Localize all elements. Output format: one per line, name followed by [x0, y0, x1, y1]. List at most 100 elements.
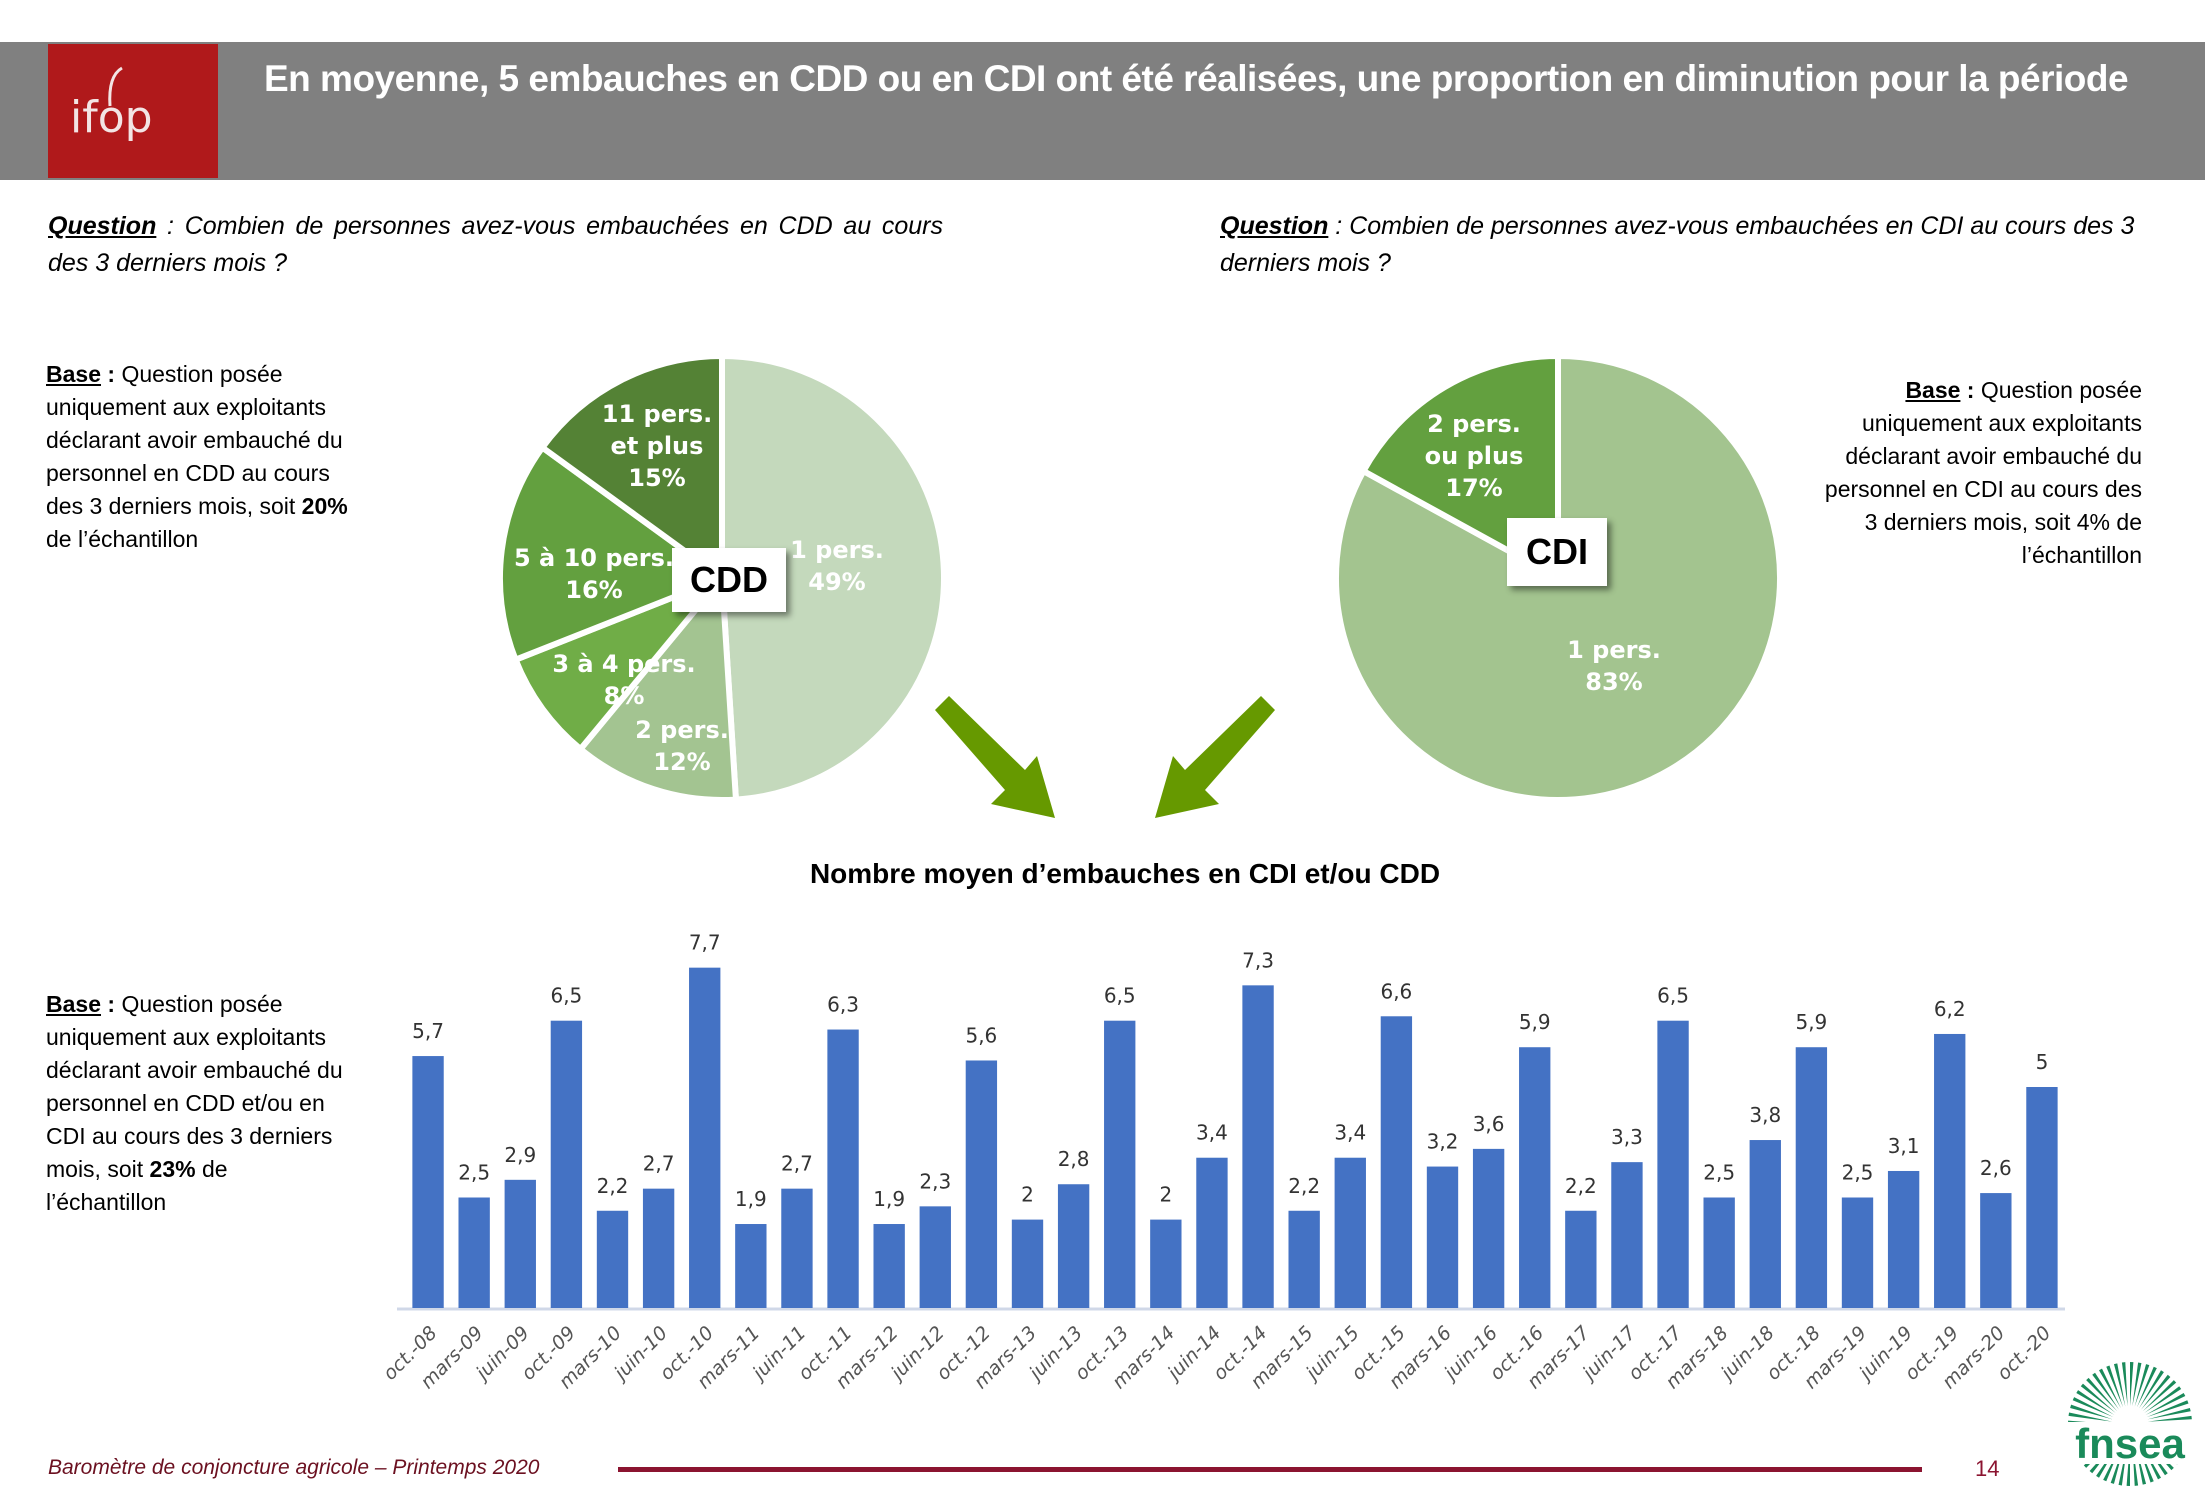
bar: [412, 1056, 444, 1308]
x-tick-label: mars-11: [693, 1322, 764, 1393]
x-tick-label: mars-17: [1523, 1322, 1594, 1393]
bar: [458, 1197, 490, 1308]
bar-value-label: 1,9: [735, 1187, 767, 1211]
bar: [1288, 1210, 1320, 1308]
bar-value-label: 2,5: [1703, 1161, 1735, 1185]
cdd-label-text: et plus: [611, 432, 704, 460]
bar-value-label: 2,3: [919, 1169, 951, 1193]
bar: [1242, 985, 1274, 1308]
bar-value-label: 6,5: [1657, 984, 1689, 1008]
x-tick-label: oct.-11: [794, 1322, 857, 1385]
x-tick-label: juin-15: [1300, 1322, 1364, 1386]
fnsea-ray: [2134, 1364, 2150, 1407]
x-tick-label: juin-18: [1715, 1322, 1779, 1386]
x-tick-label: juin-11: [746, 1322, 810, 1386]
base-text: Question posée uniquement aux exploitant…: [1824, 377, 2142, 535]
bar-value-label: 2,8: [1058, 1147, 1090, 1171]
fnsea-ray: [2142, 1380, 2177, 1412]
fnsea-ray: [2092, 1372, 2120, 1410]
question-cdd: Question : Combien de personnes avez-vou…: [48, 208, 943, 282]
base-text-end: de l’échantillon: [46, 1156, 228, 1215]
bar-value-label: 3,2: [1427, 1130, 1459, 1154]
footer-text: Baromètre de conjoncture agricole – Prin…: [48, 1456, 540, 1479]
cdi-slice-label: 1 pers. 83%: [1567, 636, 1661, 696]
cdd-label-text: 49%: [808, 568, 865, 596]
cdd-label-text: 1 pers.: [790, 536, 884, 564]
cdd-slice-label: 2 pers. 12%: [635, 716, 729, 776]
cdd-slice: [497, 443, 729, 664]
bar: [2026, 1087, 2058, 1308]
bar: [550, 1020, 583, 1308]
x-tick-label: oct.-12: [932, 1322, 995, 1385]
bar: [504, 1179, 536, 1308]
fnsea-ray: [2146, 1400, 2189, 1418]
bar-value-label: 6,5: [1104, 984, 1136, 1008]
pie-center-label-cdi: CDI: [1507, 518, 1607, 586]
bar: [1565, 1210, 1597, 1308]
cdi-label-text: 1 pers.: [1567, 636, 1661, 664]
page-title: En moyenne, 5 embauches en CDD ou en CDI…: [264, 58, 2129, 99]
fnsea-ray: [2070, 1404, 2113, 1420]
base-note-bars: Base : Question posée uniquement aux exp…: [46, 988, 346, 1219]
bar-value-label: 6,2: [1934, 997, 1966, 1021]
x-tick-label: juin-13: [1023, 1322, 1087, 1386]
cdd-label-text: 16%: [565, 576, 622, 604]
x-tick-label: oct.-18: [1762, 1322, 1825, 1385]
x-tick-label: oct.-14: [1209, 1322, 1272, 1385]
cdd-label-text: 5 à 10 pers.: [514, 544, 674, 572]
cdd-slice-label: 1 pers. 49%: [790, 536, 884, 596]
x-tick-label: oct.-09: [517, 1322, 580, 1385]
cdd-slice: [538, 352, 725, 584]
bar-value-label: 2,5: [458, 1161, 490, 1185]
bar: [1426, 1166, 1459, 1308]
cdd-slice-label: 11 pers. et plus 15%: [602, 400, 712, 492]
cdd-slice: [576, 570, 740, 803]
bar: [596, 1210, 629, 1308]
cdi-label-text: 2 pers.: [1427, 410, 1521, 438]
bar: [1472, 1148, 1505, 1308]
cdd-slice: [719, 352, 947, 803]
arrow-down-left-icon: [1155, 696, 1275, 818]
x-tick-label: juin-16: [1438, 1322, 1502, 1386]
cdd-label-text: 12%: [653, 748, 710, 776]
question-sep: :: [156, 212, 185, 240]
bar-value-label: 2,5: [1842, 1161, 1874, 1185]
bar: [1657, 1020, 1689, 1308]
bar: [827, 1029, 859, 1308]
bar-value-label: 3,4: [1334, 1121, 1366, 1145]
base-sep: :: [100, 361, 122, 387]
bar: [965, 1060, 998, 1308]
bar: [1380, 1016, 1413, 1308]
bar-value-label: 2,7: [643, 1152, 675, 1176]
bar-chart-title: Nombre moyen d’embauches en CDI et/ou CD…: [809, 858, 1441, 889]
bar: [1519, 1047, 1551, 1308]
fnsea-logo: fnsea: [2068, 1362, 2192, 1486]
x-tick-label: juin-10: [608, 1322, 672, 1386]
fnsea-ray: [2147, 1407, 2191, 1420]
x-tick-label: mars-09: [416, 1322, 487, 1393]
page-number: 14: [1975, 1456, 2000, 1481]
fnsea-ray: [2136, 1366, 2157, 1408]
cdd-slice-label: 5 à 10 pers. 16%: [514, 544, 674, 604]
fnsea-ray: [2140, 1374, 2171, 1410]
x-tick-label: mars-15: [1246, 1322, 1317, 1393]
bar: [1934, 1033, 1966, 1308]
bar-value-label: 3,8: [1749, 1103, 1781, 1127]
fnsea-ray: [2076, 1390, 2115, 1415]
bar-value-label: 6,6: [1380, 979, 1412, 1003]
bar-value-label: 2,2: [1565, 1174, 1597, 1198]
pie-center-label-cdd: CDD: [672, 548, 786, 612]
bar: [1150, 1219, 1182, 1308]
fnsea-ray: [2147, 1415, 2192, 1422]
fnsea-ray: [2144, 1386, 2182, 1414]
x-tick-label: juin-14: [1161, 1322, 1225, 1386]
fnsea-ray: [2130, 1362, 2134, 1406]
fnsea-ray: [2099, 1368, 2121, 1409]
bar: [873, 1224, 905, 1308]
bar-value-label: 3,4: [1196, 1121, 1228, 1145]
x-tick-label: juin-17: [1576, 1322, 1640, 1386]
x-tick-label: juin-19: [1853, 1322, 1917, 1386]
pie-chart-cdd: 1 pers. 49% 2 pers. 12% 3 à 4 pers. 8% 5 à 10 …: [497, 352, 947, 803]
cdd-slice-label: 3 à 4 pers. 8%: [552, 650, 695, 710]
bar: [1104, 1020, 1136, 1308]
